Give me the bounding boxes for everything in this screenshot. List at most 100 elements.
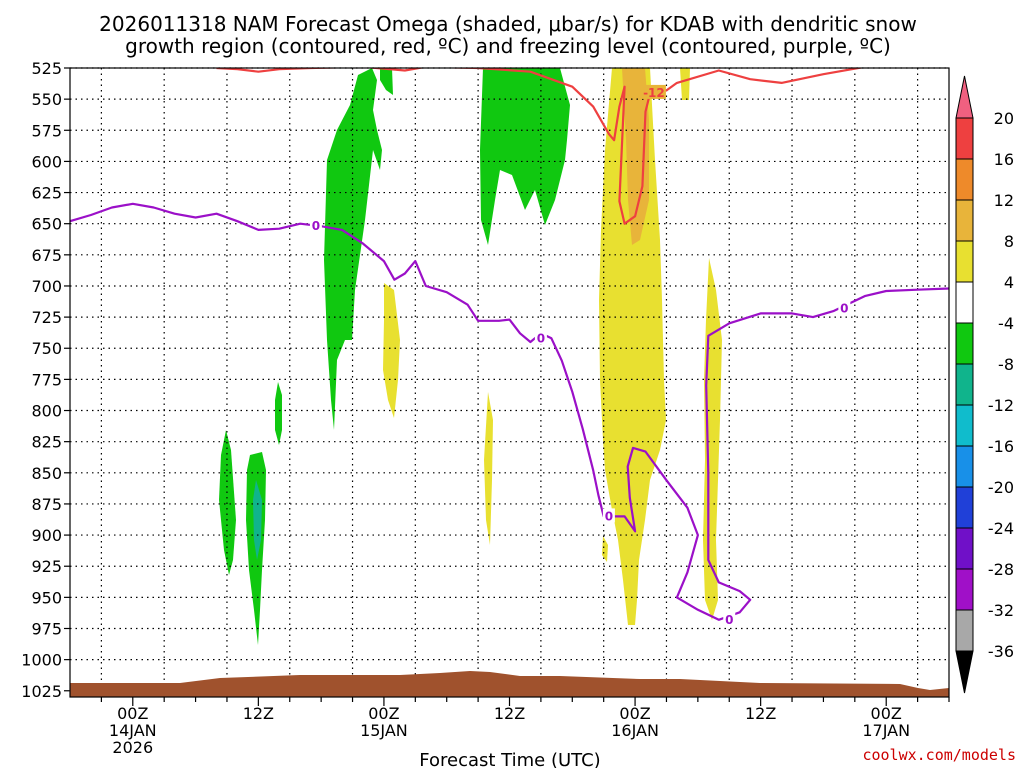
y-tick-label: 600 [31,152,62,171]
colorbar-box [955,404,974,447]
freezing-contour-label: 0 [725,613,733,627]
y-tick-label: 825 [31,433,62,452]
y-tick-label: 700 [31,277,62,296]
freezing-contour-label: 0 [840,301,848,315]
x-date-label: 15JAN [360,721,408,740]
x-tick-label: 00Z [871,704,902,723]
colorbar-label: 12 [994,191,1014,210]
colorbar-top-triangle [955,75,974,119]
colorbar: 20 16 12 8 4 -4 -8 -12 -16 -20 -24 -28 -32 -36 [955,75,1014,694]
colorbar-label: -28 [988,560,1014,579]
y-tick-label: 575 [31,121,62,140]
colorbar-label: -32 [988,601,1014,620]
chart-title-line1: 2026011318 NAM Forecast Omega (shaded, μ… [99,12,917,36]
credit-text: coolwx.com/models [862,746,1016,764]
y-tick-label: 975 [31,619,62,638]
omega-green-column-3 [480,68,570,245]
y-tick-label: 775 [31,370,62,389]
contours: 0 0 0 0 0 -12 [70,68,949,627]
x-tick-label: 12Z [243,704,274,723]
x-year-label: 2026 [112,738,153,757]
y-tick-label: 525 [31,59,62,78]
grid [70,67,949,697]
x-tick-label: 12Z [745,704,776,723]
freezing-contour-label: 0 [312,219,320,233]
omega-yellow-column-4 [383,283,400,418]
y-tick-label: 875 [31,495,62,514]
contour-label-bg [602,508,615,523]
dgz-contour-label: -12 [643,86,665,100]
y-tick-label: 550 [31,90,62,109]
y-tick-label: 950 [31,588,62,607]
x-tick-label: 00Z [117,704,148,723]
colorbar-label: 8 [1004,232,1014,251]
x-date-label: 17JAN [862,721,910,740]
colorbar-box [955,322,974,365]
freezing-contour-label: 0 [537,331,545,345]
colorbar-label: -36 [988,642,1014,661]
y-axis: 525 550 575 600 625 650 675 700 725 750 775 800 825 8… [21,59,70,701]
contour-label-bg [641,84,666,99]
contour-label-bg [723,611,736,626]
contour-label-bg [534,330,547,345]
colorbar-label: -4 [998,314,1014,333]
colorbar-label: 16 [994,150,1014,169]
terrain-fill [70,671,949,697]
omega-orange-core [622,68,649,245]
omega-yellow-column-5 [484,392,493,545]
y-tick-label: 925 [31,557,62,576]
colorbar-box [955,199,974,242]
colorbar-box [955,281,974,324]
dendritic-growth-contour [216,68,865,225]
freezing-contour-label: 0 [605,509,613,523]
y-tick-label: 750 [31,339,62,358]
colorbar-bottom-triangle [955,650,974,694]
omega-green-blob-3 [275,382,282,445]
colorbar-label: -12 [988,396,1014,415]
x-axis-label: Forecast Time (UTC) [419,750,600,768]
chart-title-line2: growth region (contoured, red, ºC) and f… [125,34,891,58]
omega-green-column-2 [380,68,393,95]
plot-area: 0 0 0 0 0 -12 [69,67,950,698]
contour-label-bg [309,218,322,233]
colorbar-box [955,445,974,488]
y-tick-label: 625 [31,184,62,203]
omega-yellow-column-6 [602,536,608,562]
contour-label-bg [838,300,851,315]
x-tick-label: 00Z [368,704,399,723]
colorbar-label: -8 [998,355,1014,374]
x-tick-label: 12Z [494,704,525,723]
x-date-label: 14JAN [109,721,157,740]
freezing-level-contour [70,202,949,621]
omega-green-column-1 [324,68,382,430]
colorbar-box [955,240,974,283]
y-tick-label: 900 [31,526,62,545]
colorbar-label: 4 [1004,273,1014,292]
y-tick-label: 850 [31,464,62,483]
y-tick-label: 800 [31,402,62,421]
omega-teal-core [253,480,262,560]
colorbar-label: -20 [988,478,1014,497]
colorbar-box [955,363,974,406]
x-tick-label: 00Z [619,704,650,723]
colorbar-label: -16 [988,437,1014,456]
colorbar-box [955,609,974,652]
x-date-label: 16JAN [611,721,659,740]
y-tick-label: 1000 [21,651,62,670]
omega-shading [219,68,722,645]
y-tick-label: 725 [31,308,62,327]
omega-yellow-column-3 [680,68,690,100]
colorbar-label: 20 [994,109,1014,128]
colorbar-box [955,158,974,201]
colorbar-box [955,568,974,611]
y-tick-label: 650 [31,215,62,234]
omega-yellow-column-main [599,68,666,625]
colorbar-box [955,117,974,160]
colorbar-label: -24 [988,519,1014,538]
y-tick-label: 675 [31,246,62,265]
y-tick-label: 1025 [21,682,62,701]
colorbar-box [955,527,974,570]
colorbar-box [955,486,974,529]
